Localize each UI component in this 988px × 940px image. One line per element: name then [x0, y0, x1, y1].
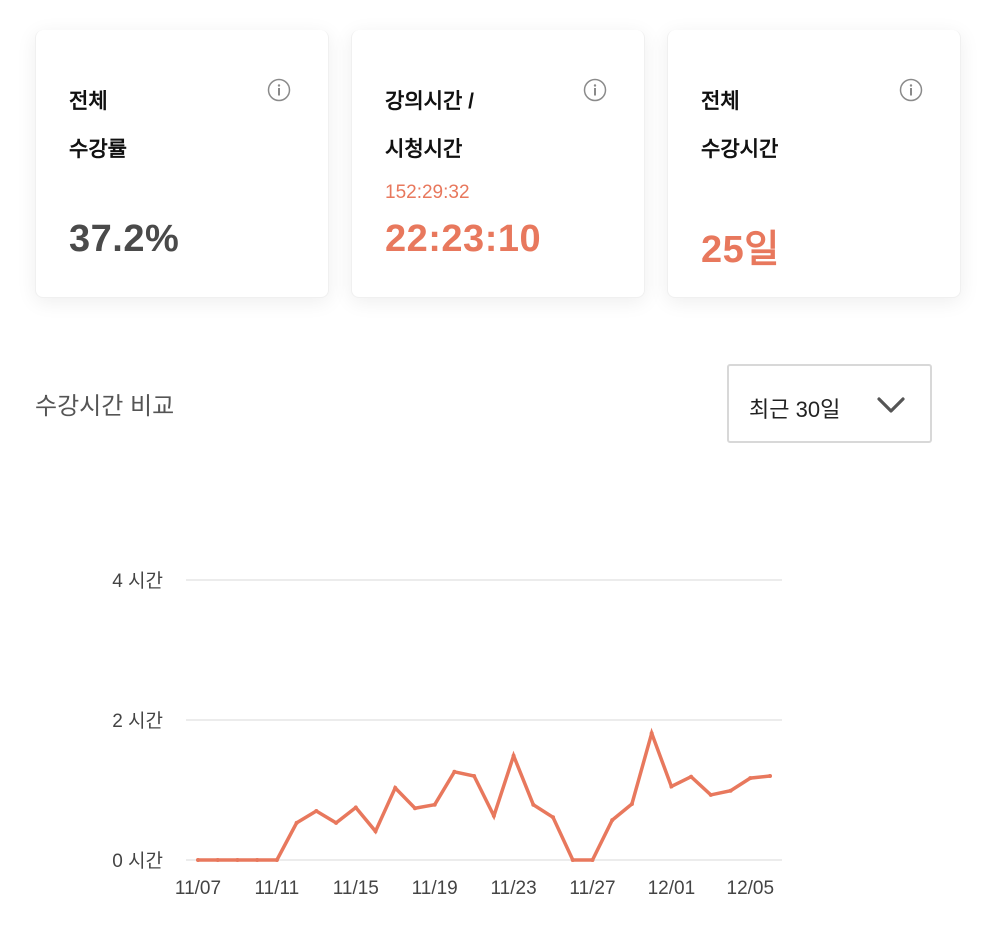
chart-data-point	[353, 805, 358, 810]
study-time-line-chart: 0 시간2 시간4 시간 11/07 11/11 11/15 11/19 11/23 11…	[112, 570, 782, 899]
chart-data-point	[334, 820, 339, 825]
card-title: 강의시간 / 시청시간	[385, 78, 585, 174]
chart-data-point	[629, 802, 634, 806]
chart-data-point	[196, 858, 200, 862]
chart-data-point	[393, 785, 398, 790]
info-icon[interactable]	[583, 78, 607, 102]
chart-data-point	[294, 820, 299, 825]
chart-data-point	[314, 809, 319, 813]
chart-gridlines	[186, 579, 782, 861]
chevron-down-icon	[876, 394, 906, 416]
chart-x-tick-label: 12/05	[727, 878, 775, 899]
info-icon[interactable]	[267, 78, 291, 102]
watched-time-value: 22:23:10	[385, 218, 542, 260]
chart-data-point	[610, 818, 615, 823]
chart-data-point	[255, 858, 260, 862]
chart-data-point	[590, 858, 595, 862]
card-title-line2: 수강시간	[701, 138, 779, 161]
section-title: 수강시간 비교	[35, 393, 175, 420]
chart-y-tick-label: 2 시간	[112, 710, 163, 732]
card-title-line1: 강의시간 /	[385, 90, 474, 113]
chart-data-point	[432, 802, 437, 807]
chart-x-tick-label: 11/07	[175, 878, 221, 899]
chart-data-point	[373, 829, 378, 834]
chart-data-point	[649, 731, 654, 736]
chart-data-point	[235, 858, 240, 862]
chart-y-axis: 0 시간 2 시간 4 시간	[112, 570, 163, 872]
info-icon[interactable]	[899, 78, 923, 102]
chart-y-tick-label: 0 시간	[112, 850, 163, 872]
chart-data-point	[570, 858, 575, 862]
total-progress-value: 37.2%	[69, 218, 180, 260]
chart-data-point	[689, 774, 694, 779]
total-progress-card: 전체 수강률 37.2%	[35, 30, 329, 298]
chart-data-point	[452, 769, 457, 774]
card-title-line1: 전체	[701, 90, 740, 113]
chart-data-point	[215, 858, 220, 862]
period-select-value: 최근 30일	[749, 397, 841, 422]
chart-data-point	[708, 792, 713, 797]
chart-data-point	[748, 776, 753, 781]
chart-x-tick-label: 11/11	[255, 878, 300, 899]
period-select[interactable]: 최근 30일	[727, 364, 932, 443]
chart-x-tick-label: 11/27	[569, 878, 615, 899]
chart-data-point	[551, 815, 556, 820]
lecture-total-time: 152:29:32	[385, 182, 470, 203]
chart-series-line	[196, 727, 772, 862]
chart-data-point	[669, 784, 674, 789]
chart-data-point	[274, 858, 279, 862]
card-title-line2: 수강률	[69, 138, 127, 161]
card-title: 전체 수강시간	[701, 78, 901, 174]
total-study-days-card: 전체 수강시간 25일	[667, 30, 961, 298]
chart-data-point	[472, 774, 477, 778]
chart-data-point	[728, 788, 733, 793]
card-title-line2: 시청시간	[385, 138, 463, 161]
chart-x-tick-label: 11/23	[491, 878, 537, 899]
card-title-line1: 전체	[69, 90, 108, 113]
chart-x-axis: 11/07 11/11 11/15 11/19 11/23 11/27 12/01 12/05	[175, 878, 774, 899]
chart-data-point	[412, 806, 417, 811]
chart-data-point	[531, 802, 536, 807]
chart-x-tick-label: 11/15	[333, 878, 379, 899]
study-days-value: 25일	[701, 229, 780, 271]
card-title: 전체 수강률	[69, 78, 269, 174]
chart-data-point	[768, 774, 772, 778]
chart-x-tick-label: 12/01	[648, 878, 696, 899]
chart-x-tick-label: 11/19	[412, 878, 458, 899]
lecture-time-card: 강의시간 / 시청시간 152:29:32 22:23:10	[351, 30, 645, 298]
chart-data-point	[491, 813, 496, 818]
chart-data-point	[511, 753, 516, 758]
chart-series	[196, 727, 772, 862]
chart-y-tick-label: 4 시간	[112, 570, 163, 592]
